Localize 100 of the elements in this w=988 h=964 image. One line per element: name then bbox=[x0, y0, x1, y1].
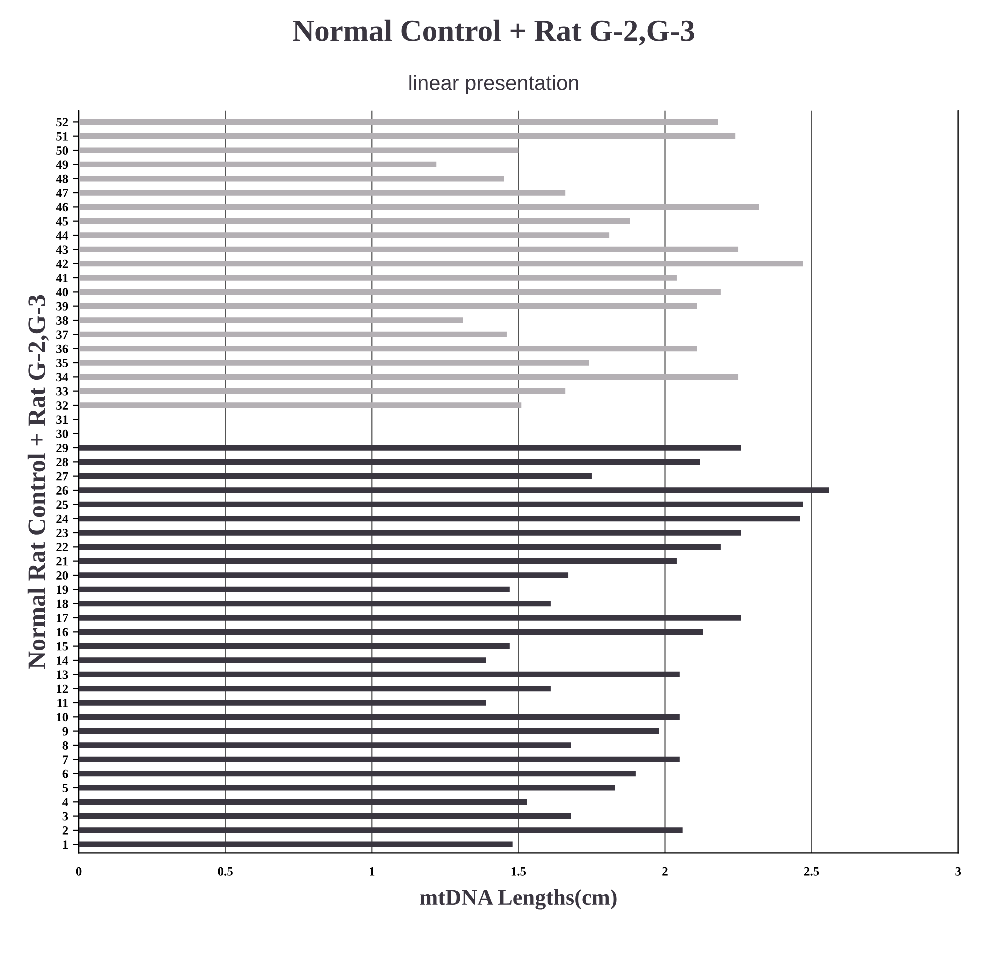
y-tick-label: 24 bbox=[56, 514, 68, 524]
bar bbox=[79, 474, 592, 480]
y-tick-label: 3 bbox=[62, 812, 68, 821]
y-tick-label: 47 bbox=[56, 189, 68, 198]
y-tick-label: 25 bbox=[56, 500, 68, 510]
y-tick-label: 39 bbox=[56, 302, 68, 311]
y-tick-label: 4 bbox=[62, 798, 68, 806]
y-tick-label: 46 bbox=[56, 203, 68, 212]
bar bbox=[79, 658, 486, 664]
y-tick-label: 1 bbox=[63, 840, 68, 849]
x-tick-label: 1.5 bbox=[512, 867, 526, 876]
x-tick-label: 2.5 bbox=[804, 867, 820, 876]
bar bbox=[79, 459, 700, 465]
bar bbox=[79, 346, 698, 352]
y-tick-label: 5 bbox=[62, 784, 68, 792]
y-tick-label: 48 bbox=[56, 174, 68, 184]
bar bbox=[79, 770, 636, 777]
y-tick-label: 49 bbox=[56, 160, 68, 170]
y-tick-label: 50 bbox=[56, 146, 68, 155]
bar bbox=[79, 162, 437, 168]
x-tick-label: 0 bbox=[76, 867, 82, 876]
y-tick-label: 29 bbox=[56, 444, 68, 452]
bar bbox=[79, 600, 551, 607]
y-axis-title: Normal Rat Control + Rat G-2,G-3 bbox=[28, 295, 50, 669]
bar bbox=[79, 516, 800, 522]
y-tick-label: 43 bbox=[56, 246, 68, 254]
bar bbox=[79, 530, 742, 536]
bar bbox=[79, 756, 680, 762]
bar bbox=[79, 246, 739, 253]
y-tick-label: 7 bbox=[63, 756, 68, 764]
bar bbox=[79, 275, 677, 281]
y-tick-label: 41 bbox=[56, 274, 68, 282]
y-tick-label: 27 bbox=[56, 472, 68, 481]
y-tick-label: 20 bbox=[56, 572, 68, 580]
bar bbox=[79, 742, 572, 748]
bar bbox=[79, 388, 566, 394]
y-tick-label: 33 bbox=[56, 387, 68, 396]
y-tick-label: 36 bbox=[56, 344, 68, 354]
y-tick-label: 38 bbox=[56, 316, 68, 325]
bar bbox=[79, 488, 830, 494]
y-tick-label: 34 bbox=[56, 373, 68, 382]
x-tick-label: 2 bbox=[662, 867, 668, 876]
y-tick-label: 40 bbox=[56, 288, 68, 297]
y-tick-label: 31 bbox=[56, 416, 68, 424]
bar bbox=[79, 728, 660, 734]
bar bbox=[79, 374, 739, 380]
bar bbox=[79, 643, 510, 650]
y-tick-label: 16 bbox=[57, 628, 68, 637]
y-tick-label: 32 bbox=[56, 402, 68, 410]
y-tick-label: 6 bbox=[62, 770, 68, 778]
y-tick-label: 19 bbox=[57, 586, 68, 594]
bar bbox=[79, 332, 507, 338]
y-tick-label: 37 bbox=[56, 330, 68, 340]
bar bbox=[79, 204, 760, 210]
bar bbox=[79, 714, 680, 720]
y-tick-label: 10 bbox=[57, 713, 68, 722]
y-tick-label: 11 bbox=[58, 699, 68, 708]
bar bbox=[79, 445, 742, 451]
y-tick-label: 12 bbox=[57, 684, 68, 694]
bar bbox=[79, 785, 616, 791]
bar bbox=[79, 558, 677, 564]
bar bbox=[79, 502, 804, 508]
y-tick-label: 22 bbox=[56, 543, 68, 552]
bar bbox=[79, 799, 528, 805]
bar bbox=[79, 190, 566, 196]
bar bbox=[79, 304, 698, 310]
bar bbox=[79, 402, 522, 408]
y-tick-label: 51 bbox=[56, 132, 68, 141]
bar bbox=[79, 615, 742, 621]
y-tick-label: 21 bbox=[56, 557, 68, 566]
y-tick-label: 14 bbox=[57, 656, 68, 665]
x-tick-label: 0.5 bbox=[218, 867, 233, 876]
bar bbox=[79, 629, 704, 635]
y-tick-label: 42 bbox=[56, 260, 68, 268]
y-tick-label: 44 bbox=[56, 232, 68, 240]
y-tick-label: 28 bbox=[56, 458, 68, 467]
bar bbox=[79, 586, 510, 592]
bar bbox=[79, 232, 610, 238]
y-tick-label: 45 bbox=[56, 217, 68, 226]
bar bbox=[79, 672, 680, 678]
y-tick-label: 13 bbox=[57, 670, 68, 680]
bar bbox=[79, 828, 683, 834]
x-tick-label: 1 bbox=[370, 867, 375, 876]
x-tick-label: 3 bbox=[956, 867, 962, 876]
y-tick-label: 52 bbox=[56, 118, 68, 127]
bar bbox=[79, 134, 736, 140]
bar bbox=[79, 218, 630, 224]
y-tick-label: 23 bbox=[56, 529, 68, 538]
bar bbox=[79, 148, 519, 154]
chart-title: Normal Control + Rat G-2,G-3 bbox=[293, 20, 694, 46]
y-tick-label: 26 bbox=[56, 486, 68, 495]
y-tick-label: 35 bbox=[56, 359, 68, 368]
y-tick-label: 9 bbox=[62, 727, 68, 736]
bar bbox=[79, 813, 572, 820]
y-tick-label: 30 bbox=[56, 430, 68, 438]
chart-subtitle: linear presentation bbox=[410, 75, 578, 95]
bar bbox=[79, 572, 569, 578]
y-tick-label: 8 bbox=[62, 742, 68, 750]
bar bbox=[79, 176, 504, 182]
y-tick-label: 18 bbox=[57, 600, 68, 608]
